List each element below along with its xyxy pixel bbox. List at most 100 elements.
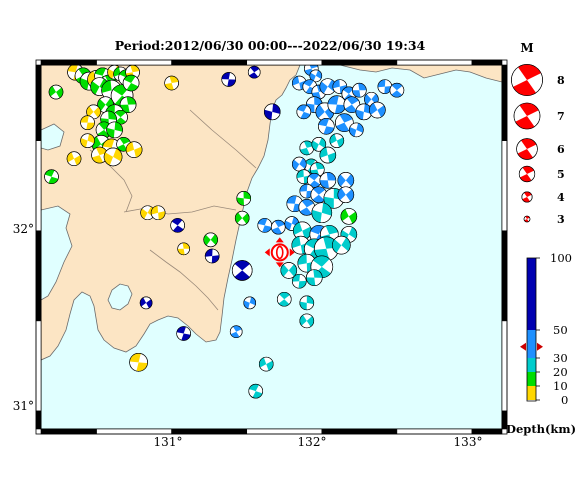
kagoshima-bay: [107, 283, 133, 311]
earthquake-mechanism: [337, 186, 355, 204]
earthquake-mechanism: [139, 296, 153, 310]
map-title: Period:2012/06/30 00:00---2022/06/30 19:…: [114, 38, 426, 53]
earthquake-mechanism: [299, 295, 315, 311]
earthquake-mechanism: [66, 151, 82, 167]
earthquake-mechanism: [310, 186, 328, 204]
depth-scale-outline: [526, 257, 537, 402]
lon-tick-132: 132°: [298, 435, 327, 449]
earthquake-mechanism: [247, 65, 261, 79]
earthquake-mechanism: [327, 95, 347, 114]
earthquake-mechanism: [248, 383, 264, 399]
depth-band: [527, 258, 536, 330]
earthquake-mechanism: [204, 248, 220, 264]
earthquake-mechanism: [355, 103, 373, 121]
earthquake-mechanism: [329, 133, 345, 148]
earthquake-mechanism: [332, 235, 351, 255]
earthquake-mechanism: [309, 69, 323, 83]
lon-tick-133: 133°: [454, 435, 483, 449]
earthquake-mechanism: [80, 115, 95, 130]
earthquake-mechanism: [103, 147, 123, 167]
earthquake-mechanism: [129, 353, 148, 372]
magnitude-label-3: 3: [557, 213, 565, 226]
depth-tick-50: 50: [553, 323, 568, 337]
depth-band: [527, 330, 536, 358]
magnitude-legend-ball: [523, 215, 531, 223]
earthquake-mechanism: [369, 101, 386, 119]
earthquake-mechanism: [298, 199, 316, 216]
earthquake-mechanism: [389, 82, 405, 98]
earthquake-mechanism: [48, 84, 64, 100]
mainshock-circle: [270, 243, 289, 262]
earthquake-mechanism: [80, 133, 95, 148]
prefecture-border-east: [189, 109, 257, 169]
depth-tick-100: 100: [550, 251, 572, 265]
depth-tick-30: 30: [553, 351, 568, 365]
earthquake-mechanism: [335, 113, 354, 132]
depth-tick-0: 0: [561, 393, 568, 407]
earthquake-mechanism: [337, 172, 355, 189]
earthquake-mechanism: [164, 75, 179, 91]
magnitude-label-7: 7: [557, 110, 565, 123]
earthquake-mechanism: [299, 140, 315, 156]
shikoku-landmass: [339, 65, 502, 83]
earthquake-mechanism: [257, 218, 273, 233]
earthquake-mechanism: [229, 325, 243, 338]
depth-scale: 100 50 30 20 10 0 Depth(km): [506, 251, 576, 436]
magnitude-legend-ball: [521, 191, 533, 203]
earthquake-mechanism: [119, 96, 137, 113]
earthquake-mechanism: [122, 74, 140, 92]
earthquake-mechanism: [170, 218, 185, 233]
earthquake-mechanism: [305, 269, 323, 286]
mainshock-arrow: [275, 237, 284, 243]
magnitude-label-4: 4: [557, 191, 565, 204]
depth-band: [527, 386, 536, 400]
magnitude-legend-ball: [513, 102, 541, 130]
mainshock-arrow: [289, 248, 295, 257]
earthquake-mechanism: [340, 208, 358, 225]
northwest-sea: [41, 123, 65, 151]
earthquake-mechanism: [203, 232, 218, 248]
magnitude-label-6: 6: [557, 143, 565, 156]
ariake-bay: [41, 205, 73, 301]
earthquake-mechanism: [352, 82, 367, 98]
mainshock-arrow: [275, 262, 284, 268]
magnitude-legend: M 8 7 6 5 4 3: [511, 41, 565, 226]
earthquake-mechanism: [319, 172, 337, 189]
earthquake-mechanism: [343, 96, 361, 113]
earthquake-mechanism: [291, 156, 307, 172]
earthquake-mechanism: [91, 146, 108, 164]
magnitude-label-5: 5: [557, 168, 565, 181]
depth-tick-20: 20: [553, 365, 568, 379]
magnitude-legend-ball: [516, 138, 538, 160]
earthquake-mechanism: [318, 117, 335, 135]
earthquake-mechanism: [44, 169, 59, 185]
depth-tick-10: 10: [553, 379, 568, 393]
earthquake-mechanism: [106, 121, 123, 139]
earthquake-mechanism: [177, 242, 190, 256]
prefecture-border-south: [149, 249, 219, 311]
magnitude-legend-ball: [511, 64, 543, 96]
lat-tick-31: 31°: [13, 399, 34, 413]
map-frame: [35, 59, 508, 435]
earthquake-mechanism: [150, 205, 166, 221]
magnitude-label-8: 8: [557, 74, 565, 87]
earthquake-mechanism: [221, 72, 237, 87]
lon-tick-131: 131°: [154, 435, 183, 449]
events-layer: [44, 65, 405, 399]
earthquake-mechanism: [236, 191, 252, 206]
earthquake-mechanism: [243, 296, 257, 310]
earthquake-mechanism: [349, 122, 364, 138]
earthquake-mechanism: [176, 326, 191, 341]
earthquake-mechanism: [86, 104, 101, 120]
mainshock-depth-marker: [520, 342, 543, 351]
earthquake-mechanism: [125, 141, 143, 158]
earthquake-mechanism: [296, 104, 312, 120]
depth-band: [527, 372, 536, 386]
depth-band: [527, 358, 536, 372]
depth-scale-title: Depth(km): [506, 422, 576, 436]
earthquake-mechanism: [231, 260, 253, 281]
earthquake-mechanism: [306, 173, 322, 188]
earthquake-mechanism: [280, 262, 298, 279]
earthquake-mechanism: [263, 103, 281, 121]
earthquake-mechanism: [299, 313, 315, 329]
